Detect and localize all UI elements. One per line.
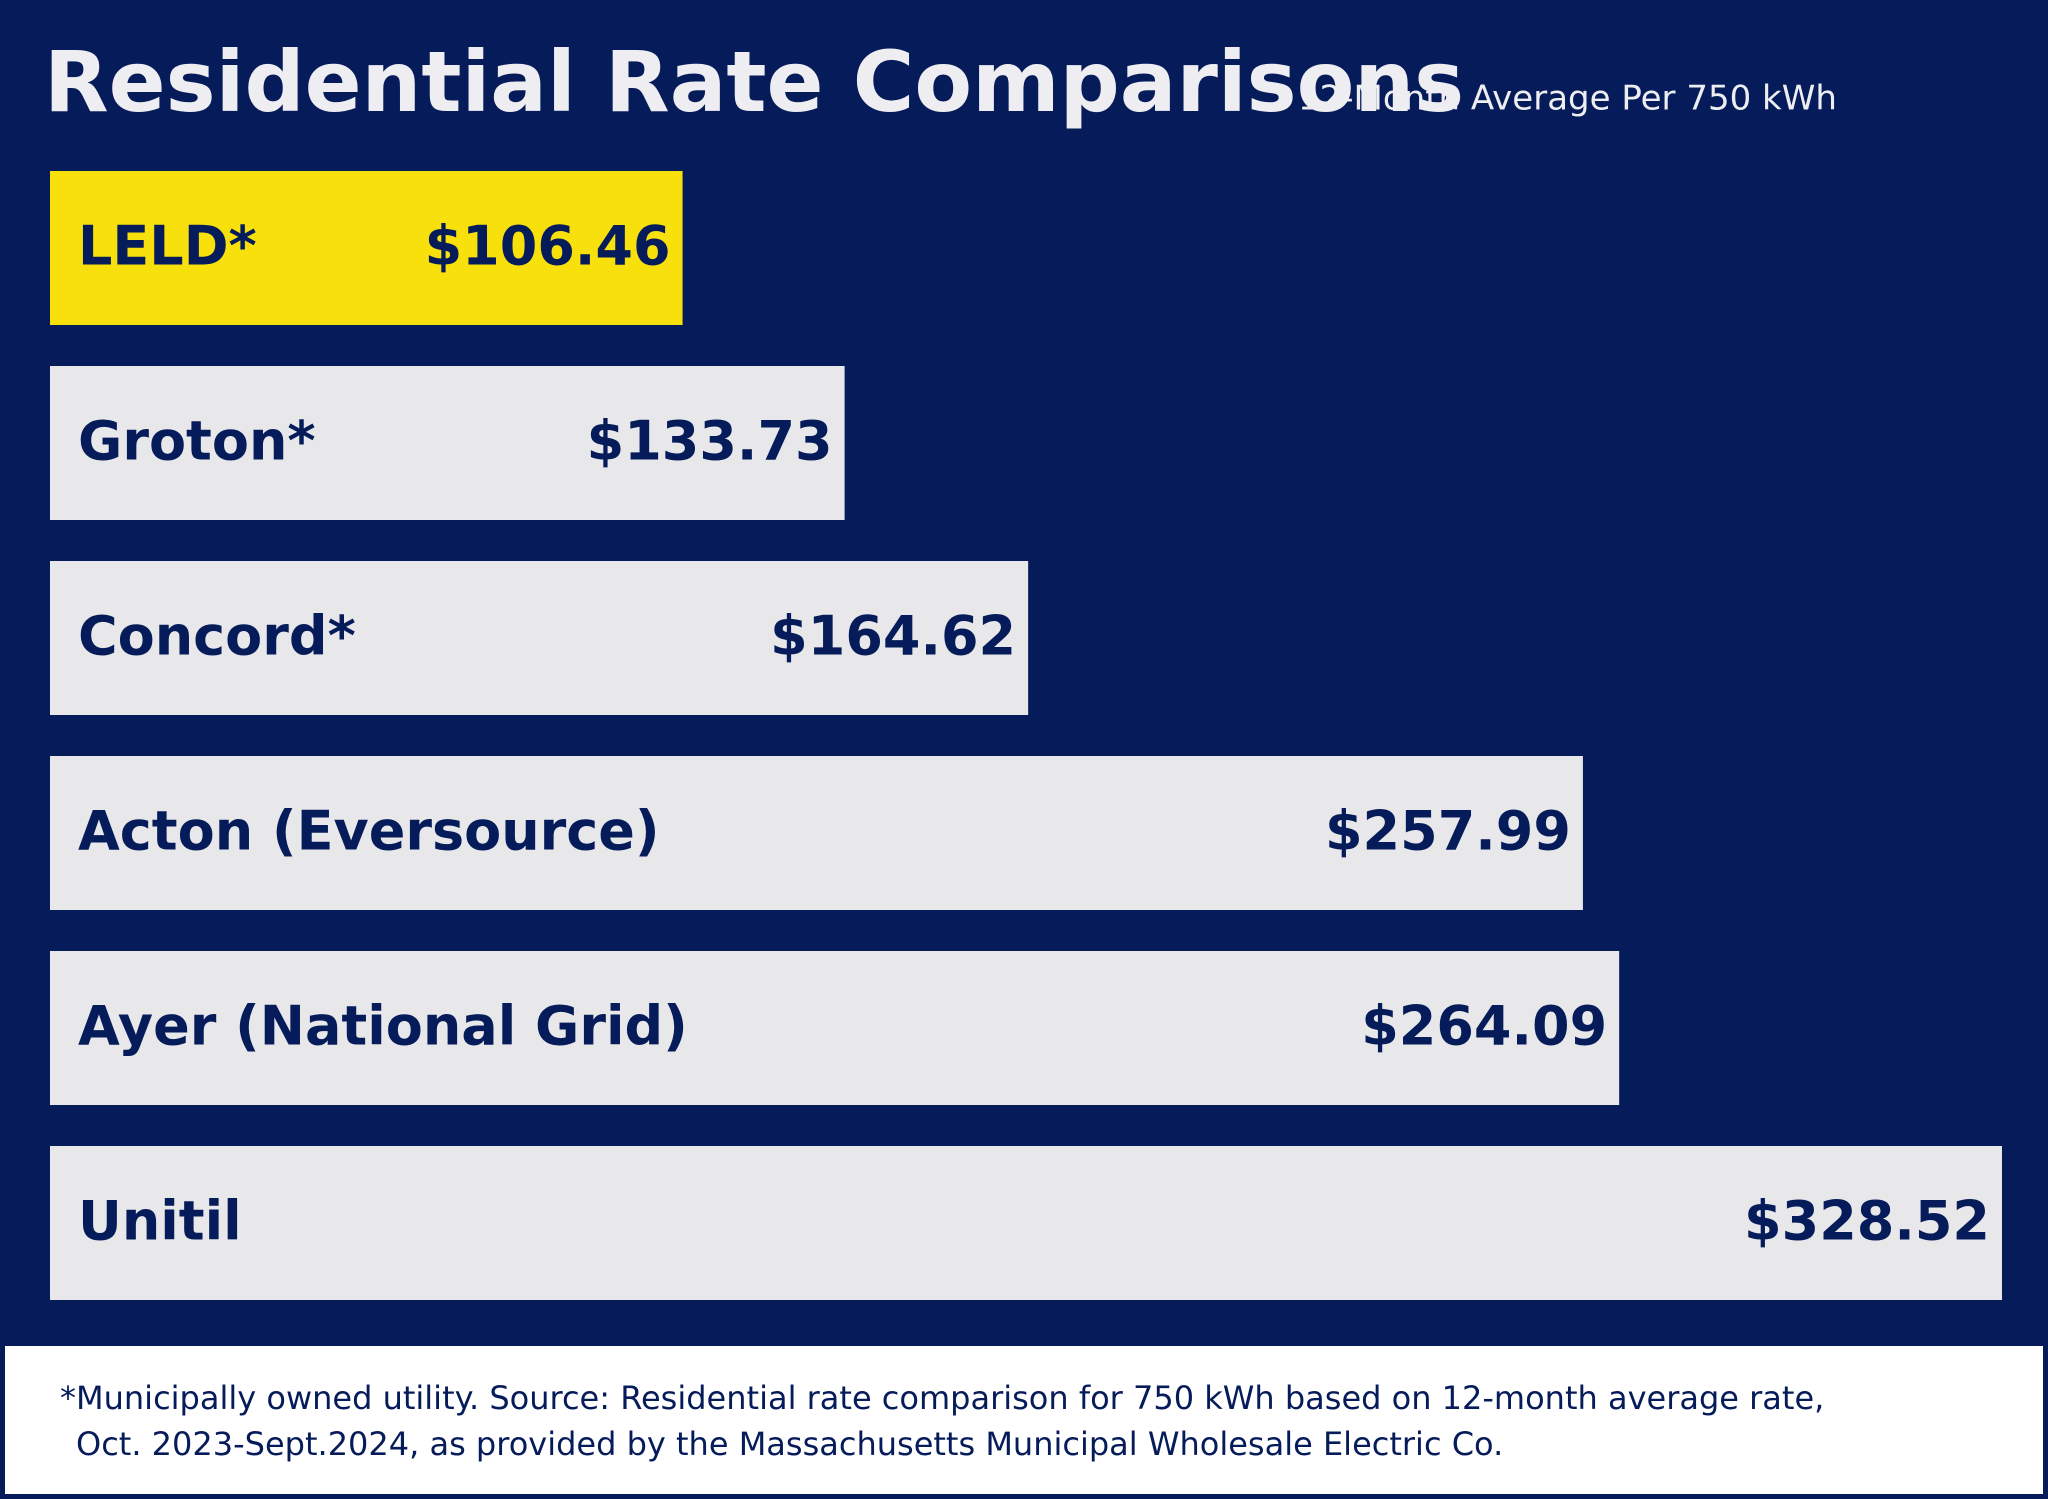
value-label: $264.09 bbox=[1361, 995, 1607, 1058]
category-label: Unitil bbox=[78, 1190, 242, 1253]
footnote: Oct. 2023-Sept.2024, as provided by the … bbox=[76, 1425, 1503, 1463]
bar bbox=[50, 171, 683, 325]
value-label: $164.62 bbox=[770, 605, 1016, 668]
category-label: Concord* bbox=[78, 605, 356, 668]
chart-title: Residential Rate Comparisons bbox=[44, 33, 1464, 131]
chart-subtitle: 12-Month Average Per 750 kWh bbox=[1298, 79, 1837, 119]
bar bbox=[50, 951, 1620, 1105]
bar bbox=[50, 561, 1029, 715]
category-label: Groton* bbox=[78, 410, 316, 473]
bar bbox=[50, 756, 1583, 910]
value-label: $133.73 bbox=[587, 410, 833, 473]
category-label: Acton (Eversource) bbox=[78, 800, 660, 863]
value-label: $106.46 bbox=[425, 215, 671, 278]
bar bbox=[50, 366, 845, 520]
bar bbox=[50, 1146, 2002, 1300]
category-label: Ayer (National Grid) bbox=[78, 995, 688, 1058]
value-label: $328.52 bbox=[1744, 1190, 1990, 1253]
value-label: $257.99 bbox=[1325, 800, 1571, 863]
category-label: LELD* bbox=[78, 215, 257, 278]
footnote-box bbox=[5, 1346, 2043, 1494]
footnote: *Municipally owned utility. Source: Resi… bbox=[60, 1379, 1824, 1417]
